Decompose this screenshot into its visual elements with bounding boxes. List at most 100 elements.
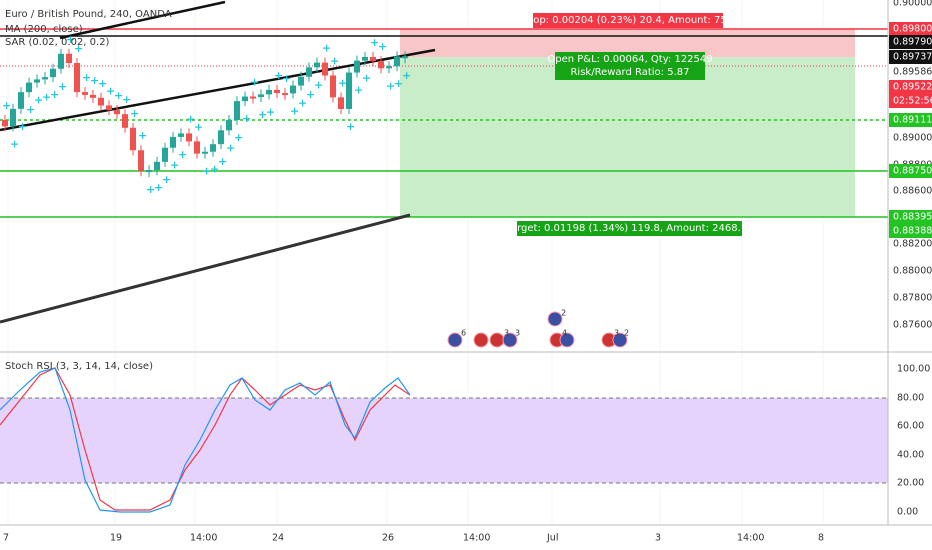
price-tag (889, 22, 932, 36)
candle-body (386, 66, 392, 69)
sar-dot: + (330, 54, 339, 67)
candle-body (274, 89, 280, 94)
candle-body (10, 108, 16, 127)
candle-body (26, 82, 32, 93)
sar-dot: + (50, 88, 59, 101)
candle-body (170, 136, 176, 148)
sar-dot: + (170, 159, 179, 172)
price-tag (889, 35, 932, 49)
sar-dot: + (226, 141, 235, 154)
candle-body (130, 127, 136, 151)
candle-body (2, 120, 8, 127)
rsi-label: 100.00 (897, 364, 930, 375)
sar-dot: + (10, 137, 19, 150)
event-count: 6 (461, 329, 466, 338)
sar-dot: + (274, 69, 283, 82)
sar-dot: + (346, 120, 355, 133)
sar-dot: + (138, 129, 147, 142)
candle-body (298, 76, 304, 86)
price-label: 0.88000 (893, 266, 932, 277)
candle-body (322, 62, 328, 76)
time-label: Jul (546, 533, 558, 544)
price-tag (889, 164, 932, 178)
sar-dot: + (2, 99, 11, 112)
candle-body (106, 105, 112, 111)
price-label: 0.88395 (893, 212, 932, 223)
candle-body (234, 101, 240, 120)
candle-body (34, 79, 40, 83)
sar-dot: + (154, 181, 163, 194)
event-icon (489, 332, 505, 348)
candle-body (314, 62, 320, 68)
candle-body (242, 96, 248, 102)
sar-dot: + (58, 80, 67, 93)
time-label: 24 (272, 533, 284, 544)
indicator: SAR (0.02, 0.02, 0.2) (5, 37, 110, 48)
sar-dot: + (122, 93, 131, 106)
candle-body (146, 170, 152, 173)
candle-body (266, 89, 272, 95)
ma-200 (0, 213, 411, 324)
target-label: Target: 0.01198 (1.34%) 119.8, Amount: 2… (506, 223, 754, 234)
event-count: 2 (561, 309, 566, 318)
stop-label-bg (533, 13, 723, 28)
candle-body (82, 92, 88, 95)
price-label: 0.89737 (893, 52, 932, 63)
rsi-band (0, 398, 888, 483)
pnl-label: Open P&L: 0.00064, Qty: 122549 (547, 54, 712, 65)
event-icon (447, 332, 463, 348)
time-axis: 7 19 14:00 24 26 14:00 Jul 3 14:00 8 (3, 533, 824, 544)
candle-body (162, 147, 168, 162)
sar-dot: + (282, 72, 291, 85)
sar-dot: + (18, 120, 27, 133)
price-label: 0.88750 (893, 166, 932, 177)
sar-dot: + (362, 72, 371, 85)
sar-dot: + (106, 84, 115, 97)
candle-body (290, 85, 296, 94)
sar-dot: + (90, 74, 99, 87)
candle-body (194, 141, 200, 154)
time-label: 14:00 (737, 533, 764, 544)
sar-dot: + (146, 183, 155, 196)
candle-body (50, 68, 56, 78)
sar-dot: + (338, 76, 347, 89)
candle-body (202, 151, 208, 154)
rsi-label: 40.00 (897, 450, 924, 461)
candle-body (338, 97, 344, 109)
sar-dot: + (202, 165, 211, 178)
rsi-label: 80.00 (897, 393, 924, 404)
candle-body (394, 56, 400, 67)
event-icon (547, 311, 563, 327)
time-label: 14:00 (463, 533, 490, 544)
price-label: 0.88388 (893, 226, 932, 237)
price-label: 0.90000 (893, 0, 932, 9)
rsi-label: 20.00 (897, 478, 924, 489)
price-label: 0.89522 (893, 82, 932, 93)
candle-body (18, 92, 24, 109)
trend-line (59, 0, 226, 40)
sar-dot: + (98, 77, 107, 90)
sar-dot: + (34, 94, 43, 107)
price-label: 0.89586 (893, 67, 932, 78)
candle-body (370, 57, 376, 62)
candle-body (74, 63, 80, 93)
candle-body (186, 133, 192, 142)
sar-dot: + (394, 77, 403, 90)
candle-body (42, 77, 48, 80)
sar-dot: + (234, 131, 243, 144)
event-count: 3 (515, 329, 520, 338)
target-zone (400, 57, 855, 217)
price-tag (889, 80, 932, 94)
candle-body (250, 96, 256, 99)
indicator: MA (200, close) (5, 24, 83, 35)
sar-dot: + (266, 105, 275, 118)
time-label: 3 (655, 533, 661, 544)
candle-body (226, 119, 232, 131)
rsi-title: Stoch RSI (3, 3, 14, 14, close) (5, 361, 153, 372)
sar-dot: + (130, 107, 139, 120)
title: Euro / British Pound, 240, OANDA (5, 9, 172, 20)
price-label: 0.89000 (893, 133, 932, 144)
candles (2, 48, 408, 178)
sar-dot: + (218, 155, 227, 168)
